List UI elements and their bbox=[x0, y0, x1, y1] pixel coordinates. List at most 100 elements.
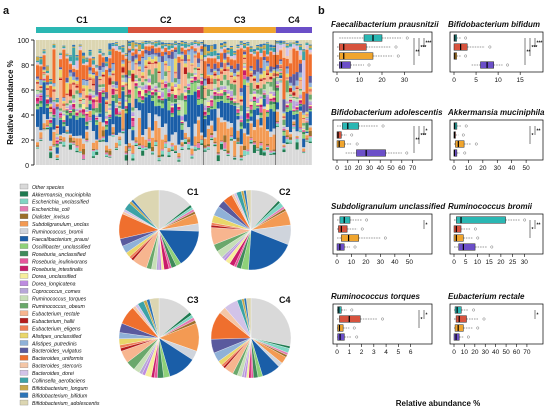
bar-segment bbox=[243, 150, 247, 156]
bar-segment bbox=[101, 52, 105, 54]
bar-segment bbox=[275, 102, 279, 110]
bar-segment bbox=[233, 159, 237, 165]
bar-segment bbox=[236, 40, 240, 45]
bar-segment bbox=[180, 45, 184, 47]
bar-segment bbox=[105, 123, 109, 125]
bar-segment bbox=[256, 51, 260, 60]
bar-segment bbox=[220, 99, 224, 101]
bar-segment bbox=[236, 63, 240, 71]
bar-segment bbox=[68, 112, 72, 116]
bar-segment bbox=[82, 160, 86, 165]
bar-segment bbox=[157, 42, 161, 46]
bar-segment bbox=[118, 102, 122, 104]
bar-segment bbox=[137, 52, 141, 55]
bar-segment bbox=[246, 134, 250, 137]
significance-marker: * bbox=[537, 313, 539, 319]
bar-segment bbox=[157, 91, 161, 93]
bar-segment bbox=[259, 96, 263, 99]
bar-segment bbox=[279, 82, 283, 165]
bar-segment bbox=[75, 110, 79, 112]
bar-segment bbox=[177, 161, 181, 165]
bar-segment bbox=[36, 63, 40, 66]
bar-segment bbox=[141, 49, 145, 51]
bar-segment bbox=[236, 110, 240, 113]
bar-segment bbox=[216, 71, 220, 76]
bar-segment bbox=[289, 91, 293, 95]
bar-segment bbox=[160, 91, 164, 94]
bar-segment bbox=[243, 70, 247, 76]
bar-segment bbox=[174, 46, 178, 48]
box-C3 bbox=[336, 140, 345, 148]
bar-segment bbox=[62, 98, 66, 102]
bar-segment bbox=[220, 48, 224, 52]
bar-segment bbox=[282, 144, 286, 146]
bar-segment bbox=[200, 138, 204, 140]
bar-segment bbox=[282, 135, 286, 144]
bar-segment bbox=[85, 96, 89, 98]
bar-segment bbox=[177, 84, 181, 89]
bar-segment bbox=[262, 77, 266, 79]
significance-marker: *** bbox=[532, 45, 538, 51]
bar-segment bbox=[229, 55, 233, 58]
bar-segment bbox=[98, 87, 102, 90]
x-tick-label: 10 bbox=[344, 165, 352, 172]
bar-segment bbox=[121, 52, 125, 54]
bar-segment bbox=[72, 144, 76, 145]
bar-segment bbox=[308, 103, 312, 105]
bar-segment bbox=[95, 112, 99, 116]
outlier-point bbox=[350, 133, 354, 137]
bar-segment bbox=[229, 89, 233, 91]
bar-segment bbox=[239, 40, 243, 42]
x-tick-label: 70 bbox=[409, 165, 417, 172]
bar-segment bbox=[52, 45, 56, 48]
bar-segment bbox=[269, 72, 273, 77]
bar-segment bbox=[233, 102, 237, 103]
bar-segment bbox=[200, 85, 204, 100]
bar-segment bbox=[128, 61, 132, 63]
bar-segment bbox=[101, 126, 105, 131]
bar-segment bbox=[154, 53, 158, 55]
bar-segment bbox=[52, 47, 56, 49]
bar-segment bbox=[128, 48, 132, 49]
pie-label-C2: C2 bbox=[279, 187, 291, 197]
bar-segment bbox=[137, 49, 141, 52]
bar-segment bbox=[101, 54, 105, 56]
bar-segment bbox=[55, 147, 59, 154]
bar-segment bbox=[68, 111, 72, 113]
bar-segment bbox=[36, 126, 40, 143]
bar-segment bbox=[49, 85, 53, 98]
bar-segment bbox=[187, 51, 191, 55]
bar-segment bbox=[52, 129, 56, 133]
bar-segment bbox=[114, 148, 118, 150]
bar-segment bbox=[275, 40, 279, 42]
pie-label-C1: C1 bbox=[187, 187, 199, 197]
bar-segment bbox=[45, 99, 49, 104]
bar-segment bbox=[187, 44, 191, 47]
bar-segment bbox=[124, 108, 128, 112]
bar-segment bbox=[272, 67, 276, 70]
bar-segment bbox=[187, 148, 191, 150]
bar-segment bbox=[233, 95, 237, 98]
box-panel-title: Ruminococcus torques bbox=[331, 292, 420, 301]
pie-slice bbox=[248, 229, 289, 271]
bar-segment bbox=[180, 60, 184, 94]
bar-segment bbox=[108, 76, 112, 79]
bar-segment bbox=[213, 90, 217, 93]
bar-segment bbox=[292, 44, 296, 48]
bar-segment bbox=[82, 89, 86, 91]
bar-segment bbox=[262, 79, 266, 85]
bar-segment bbox=[216, 75, 220, 79]
bar-segment bbox=[144, 45, 148, 47]
bar-segment bbox=[144, 42, 148, 45]
bar-segment bbox=[39, 93, 43, 96]
bar-segment bbox=[200, 73, 204, 76]
bar-segment bbox=[256, 45, 260, 47]
bar-segment bbox=[124, 83, 128, 86]
bar-segment bbox=[298, 105, 302, 107]
bar-segment bbox=[302, 131, 306, 135]
bar-segment bbox=[105, 121, 109, 124]
bar-segment bbox=[144, 65, 148, 68]
bar-segment bbox=[101, 56, 105, 58]
bar-segment bbox=[289, 137, 293, 140]
bar-segment bbox=[131, 160, 135, 165]
